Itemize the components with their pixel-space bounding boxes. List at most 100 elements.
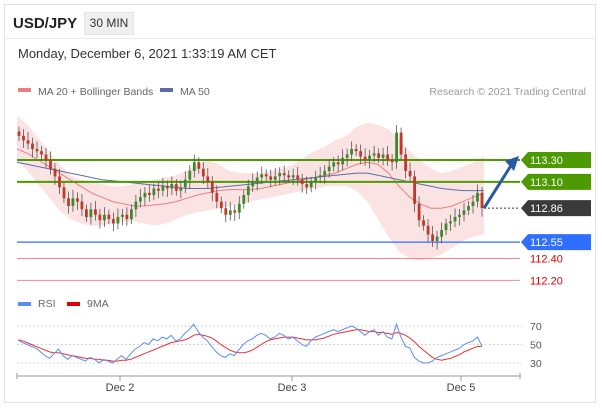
candle-body bbox=[417, 203, 421, 221]
candle-body bbox=[449, 221, 452, 224]
candle-body bbox=[422, 220, 425, 226]
candle-body bbox=[76, 198, 79, 202]
level-label-112.86: 112.86 bbox=[530, 203, 563, 215]
x-tick-label: Dec 3 bbox=[278, 382, 307, 394]
candle-body bbox=[305, 184, 309, 188]
ma20-legend-swatch bbox=[18, 88, 31, 92]
candle-body bbox=[89, 209, 93, 217]
candle-body bbox=[287, 175, 291, 178]
rsi-plot: 70 50 30 bbox=[17, 321, 542, 370]
candle-body bbox=[332, 162, 336, 167]
candle-body bbox=[201, 168, 205, 177]
candle-body bbox=[354, 149, 358, 152]
candle-body bbox=[476, 192, 479, 202]
projection-arrow bbox=[482, 163, 514, 209]
candle-body bbox=[395, 132, 398, 163]
9ma-legend-swatch bbox=[67, 302, 80, 306]
candle-body bbox=[107, 214, 111, 220]
candle-body bbox=[161, 186, 165, 191]
candle-body bbox=[40, 151, 43, 155]
time-axis: Dec 2 Dec 3 Dec 5 bbox=[16, 373, 521, 394]
candle-body bbox=[17, 131, 21, 136]
candle-body bbox=[462, 210, 466, 215]
rsi-tick-70: 70 bbox=[530, 321, 542, 333]
candle-body bbox=[341, 157, 345, 165]
candle-body bbox=[467, 206, 470, 211]
candle-body bbox=[67, 198, 70, 206]
copyright-text: Research © 2021 Trading Central bbox=[429, 86, 586, 98]
candle-body bbox=[426, 225, 430, 235]
candle-body bbox=[148, 192, 151, 195]
candle-body bbox=[381, 154, 385, 158]
candle-body bbox=[197, 162, 201, 169]
candle-body bbox=[291, 175, 295, 178]
candle-body bbox=[458, 214, 461, 217]
ma20-legend-label: MA 20 + Bollinger Bands bbox=[38, 86, 153, 98]
candle-body bbox=[309, 181, 313, 188]
ma20-line bbox=[16, 148, 485, 209]
candle-body bbox=[336, 162, 340, 165]
candle-body bbox=[49, 160, 52, 169]
candle-body bbox=[260, 174, 264, 178]
level-label-112.55: 112.55 bbox=[530, 237, 563, 249]
candle-body bbox=[112, 219, 115, 224]
bollinger-band bbox=[17, 116, 484, 261]
candle-body bbox=[224, 208, 228, 215]
candle-body bbox=[26, 140, 30, 144]
candle-body bbox=[440, 230, 443, 237]
candle-body bbox=[255, 177, 259, 182]
candle-body bbox=[228, 210, 232, 215]
candle-body bbox=[116, 216, 120, 224]
candle-body bbox=[386, 154, 389, 160]
candle-body bbox=[314, 177, 318, 182]
candle-body bbox=[399, 132, 403, 155]
candle-body bbox=[273, 176, 277, 180]
candle-body bbox=[98, 214, 102, 221]
candle-body bbox=[318, 175, 322, 178]
rsi-legend-swatch bbox=[18, 302, 31, 306]
rsi-tick-50: 50 bbox=[530, 340, 542, 352]
candle-body bbox=[62, 187, 66, 199]
candle-body bbox=[188, 170, 192, 180]
candle-body bbox=[35, 149, 39, 152]
level-tag-112.86 bbox=[521, 200, 591, 217]
candle-body bbox=[431, 234, 434, 241]
9ma-legend-label: 9MA bbox=[87, 298, 109, 310]
candle-body bbox=[264, 174, 268, 177]
header-divider bbox=[4, 38, 596, 39]
candle-body bbox=[179, 187, 183, 191]
candle-body bbox=[143, 192, 147, 198]
candle-body bbox=[237, 203, 241, 213]
candle-body bbox=[94, 209, 97, 215]
candle-body bbox=[323, 170, 327, 176]
level-tag-112.55 bbox=[521, 234, 591, 251]
level-tag-113.30 bbox=[521, 151, 591, 168]
candle-body bbox=[300, 179, 304, 185]
candle-body bbox=[480, 192, 484, 209]
candle-body bbox=[22, 135, 25, 141]
candle-body bbox=[435, 236, 439, 241]
rsi-9ma-line bbox=[17, 329, 482, 362]
ma50-legend-swatch bbox=[160, 88, 173, 92]
candle-body bbox=[377, 153, 380, 158]
candle-body bbox=[174, 184, 178, 191]
level-label-113.10: 113.10 bbox=[530, 177, 563, 189]
candle-body bbox=[210, 181, 214, 193]
x-tick-label: Dec 2 bbox=[106, 382, 135, 394]
ma50-legend-label: MA 50 bbox=[180, 86, 210, 98]
candle-body bbox=[404, 154, 407, 171]
pair-title: USD/JPY bbox=[13, 15, 78, 32]
candle-body bbox=[134, 201, 138, 210]
rsi-line bbox=[17, 322, 483, 364]
candle-body bbox=[363, 156, 367, 160]
rsi-legend-label: RSI bbox=[38, 298, 56, 310]
timeframe-button[interactable]: 30 MIN bbox=[84, 12, 134, 35]
candle-body bbox=[246, 186, 250, 196]
candle-body bbox=[219, 201, 223, 209]
candle-body bbox=[121, 214, 124, 217]
candle-body bbox=[58, 176, 61, 188]
candle-body bbox=[327, 166, 331, 171]
candle-body bbox=[165, 186, 169, 189]
candle-body bbox=[368, 155, 371, 160]
projection-arrowhead bbox=[505, 155, 519, 171]
